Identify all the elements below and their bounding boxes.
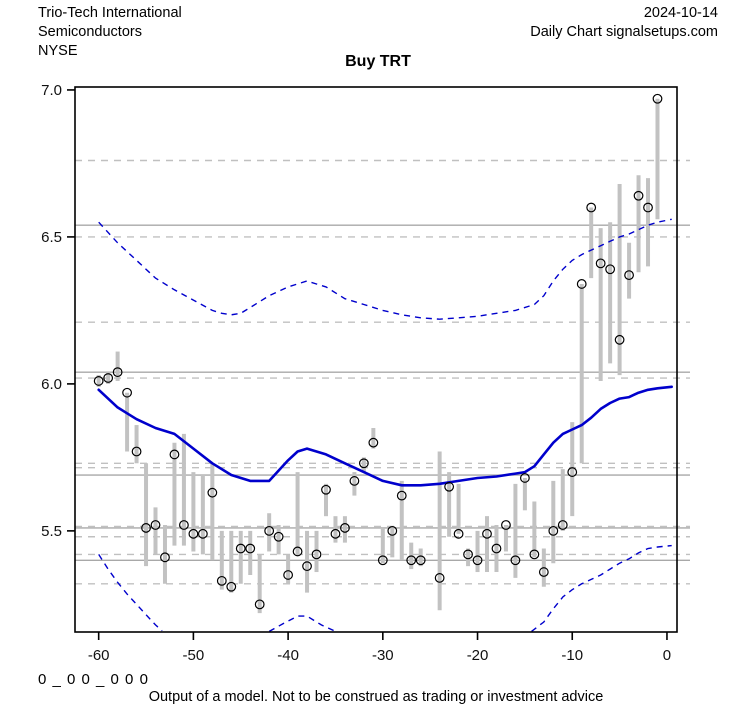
x-tick-label: 0 <box>663 647 671 664</box>
lower-band-line <box>268 615 336 632</box>
close-circle <box>415 555 426 566</box>
close-circle <box>188 528 199 539</box>
close-circle <box>614 334 625 345</box>
chart-date: 2024-10-14 <box>644 5 718 21</box>
close-circle <box>472 555 483 566</box>
close-circle <box>254 599 265 610</box>
close-circle <box>245 543 256 554</box>
industry-label: Semiconductors <box>38 24 142 40</box>
model-code-label: 0 _ 0 0 _ 0 0 0 <box>38 671 149 688</box>
chart-source: Daily Chart signalsetups.com <box>530 24 718 40</box>
x-tick-label: -60 <box>88 647 110 664</box>
close-circle <box>595 258 606 269</box>
close-circle <box>396 490 407 501</box>
close-circle <box>197 528 208 539</box>
exchange-label: NYSE <box>38 43 78 59</box>
lower-band-line <box>98 554 163 632</box>
close-circle <box>510 555 521 566</box>
close-circle <box>264 525 275 536</box>
close-circle <box>160 552 170 563</box>
close-circle <box>538 567 549 577</box>
close-circle <box>122 387 132 398</box>
forecast-midline <box>97 385 674 487</box>
close-circle <box>103 373 114 383</box>
x-tick-label: -30 <box>372 647 394 664</box>
close-circle <box>387 525 398 536</box>
plot-frame <box>74 86 678 633</box>
close-circle <box>273 531 284 542</box>
close-markers <box>93 93 663 610</box>
close-circle <box>179 520 189 530</box>
close-circle <box>406 555 417 566</box>
close-circle <box>311 549 322 560</box>
y-tick-label: 5.5 <box>41 523 62 540</box>
close-circle <box>519 473 530 483</box>
close-circle <box>377 555 388 566</box>
chart-header: Trio-Tech International Semiconductors N… <box>38 5 718 70</box>
close-circle <box>349 476 360 486</box>
y-tick-label: 6.5 <box>41 229 62 246</box>
x-axis: -60 -50 -40 -30 -20 -10 0 <box>88 632 671 664</box>
x-tick-label: -10 <box>561 647 583 664</box>
close-circle <box>330 528 341 539</box>
close-circle <box>444 481 455 492</box>
close-circle <box>482 528 492 539</box>
x-tick-label: -20 <box>467 647 489 664</box>
x-tick-label: -40 <box>277 647 299 664</box>
upper-band-line <box>98 218 672 320</box>
company-name: Trio-Tech International <box>38 5 182 21</box>
close-circle <box>643 202 653 213</box>
close-circle <box>226 581 237 592</box>
midline <box>97 385 674 487</box>
close-circle <box>586 202 597 213</box>
close-circle <box>131 446 142 457</box>
x-tick-label: -50 <box>183 647 205 664</box>
close-circle <box>453 528 464 539</box>
close-circle <box>112 367 123 378</box>
close-circle <box>501 520 511 530</box>
chart-footer: 0 _ 0 0 _ 0 0 0 Output of a model. Not t… <box>38 671 603 705</box>
close-circle <box>576 279 587 289</box>
close-circle <box>463 549 473 560</box>
frame-rect <box>74 86 678 633</box>
y-tick-label: 7.0 <box>41 82 62 99</box>
close-circle <box>169 449 180 460</box>
close-circle <box>605 264 616 275</box>
close-circle <box>633 190 644 201</box>
grid-levels <box>75 159 690 585</box>
close-circle <box>652 93 663 104</box>
close-circle <box>529 549 540 560</box>
daily-bars <box>96 98 660 614</box>
close-circle <box>235 543 246 554</box>
y-tick-label: 6.0 <box>41 376 62 393</box>
close-circle <box>93 376 104 386</box>
close-circle <box>207 487 218 498</box>
page-title: Buy TRT <box>345 53 411 70</box>
close-circle <box>141 523 151 533</box>
close-circle <box>358 458 369 469</box>
close-circle <box>557 520 568 530</box>
close-circle <box>216 575 227 586</box>
close-circle <box>434 573 445 583</box>
close-circle <box>321 484 331 495</box>
close-circle <box>548 525 559 536</box>
forecast-bands <box>98 218 672 632</box>
lower-band-line <box>531 544 672 632</box>
close-circle <box>283 570 294 580</box>
close-circle <box>491 543 502 554</box>
disclaimer-text: Output of a model. Not to be construed a… <box>149 689 604 705</box>
close-circle <box>368 437 379 448</box>
close-circle <box>292 546 303 557</box>
close-circle <box>302 561 312 572</box>
y-axis: 7.0 6.5 6.0 5.5 <box>41 82 75 540</box>
close-circle <box>340 523 350 533</box>
close-circle <box>567 467 578 477</box>
close-circle <box>150 520 161 530</box>
close-circle <box>624 270 634 281</box>
